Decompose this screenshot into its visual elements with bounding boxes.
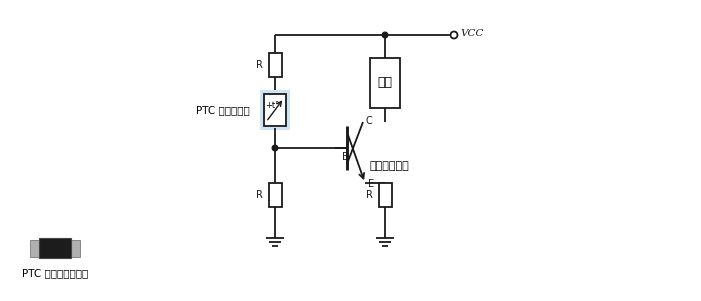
Bar (264, 94, 286, 126)
Bar (268, 53, 282, 77)
Text: トランジスタ: トランジスタ (369, 161, 409, 171)
Circle shape (382, 32, 388, 38)
Text: C: C (366, 116, 373, 126)
Text: E: E (368, 179, 374, 189)
Text: +t°: +t° (265, 101, 279, 110)
Text: R: R (365, 190, 372, 200)
Text: B: B (342, 152, 349, 162)
Bar (39, 238, 71, 258)
Bar (30, 240, 39, 256)
Text: PTC サーミスタ: PTC サーミスタ (196, 105, 250, 115)
Text: 負荷: 負荷 (378, 76, 393, 88)
Text: R: R (256, 190, 262, 200)
Text: PTC 過熱検知センサ: PTC 過熱検知センサ (22, 268, 88, 278)
Text: VCC: VCC (460, 29, 484, 39)
Text: R: R (256, 60, 262, 70)
Bar (260, 90, 290, 130)
Bar (71, 240, 80, 256)
Bar (379, 183, 391, 207)
Circle shape (272, 145, 278, 151)
Bar (268, 183, 282, 207)
Bar (370, 58, 400, 108)
Circle shape (451, 32, 458, 39)
